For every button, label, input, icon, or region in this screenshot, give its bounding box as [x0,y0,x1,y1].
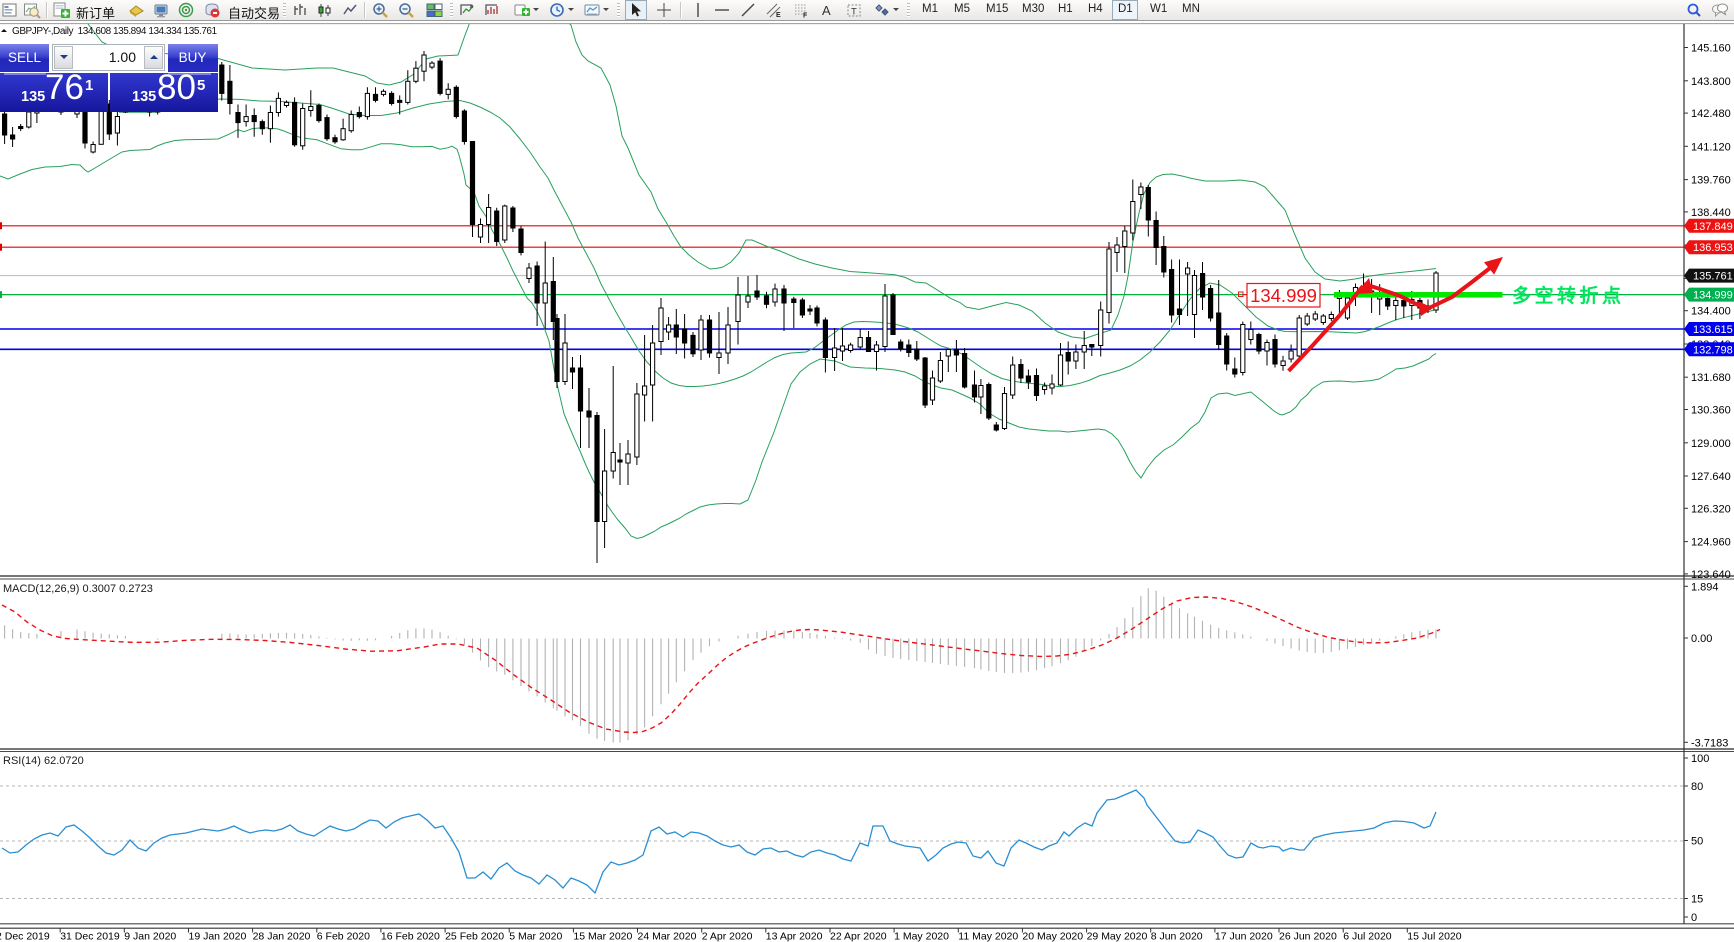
svg-text:6 Feb 2020: 6 Feb 2020 [317,931,370,942]
svg-text:50: 50 [1691,836,1703,848]
svg-text:1 May 2020: 1 May 2020 [894,931,949,942]
svg-text:133.615: 133.615 [1693,324,1733,336]
svg-text:139.760: 139.760 [1691,175,1731,187]
svg-text:13 Apr 2020: 13 Apr 2020 [766,931,823,942]
svg-text:25 Feb 2020: 25 Feb 2020 [445,931,504,942]
svg-text:132.798: 132.798 [1693,344,1733,356]
svg-text:20 May 2020: 20 May 2020 [1022,931,1083,942]
svg-text:-3.7183: -3.7183 [1691,737,1728,749]
svg-text:129.000: 129.000 [1691,438,1731,450]
svg-text:126.320: 126.320 [1691,503,1731,515]
svg-text:6 Jul 2020: 6 Jul 2020 [1343,931,1392,942]
svg-text:138.440: 138.440 [1691,207,1731,219]
svg-text:5 Mar 2020: 5 Mar 2020 [509,931,562,942]
svg-text:145.160: 145.160 [1691,43,1731,55]
svg-text:31 Dec 2019: 31 Dec 2019 [60,931,120,942]
svg-text:15 Jul 2020: 15 Jul 2020 [1407,931,1461,942]
svg-text:16 Feb 2020: 16 Feb 2020 [381,931,440,942]
svg-text:124.960: 124.960 [1691,537,1731,549]
svg-text:MACD(12,26,9) 0.3007 0.2723: MACD(12,26,9) 0.3007 0.2723 [3,583,153,595]
svg-text:135.761: 135.761 [1693,271,1733,283]
svg-text:2 Dec 2019: 2 Dec 2019 [0,931,50,942]
svg-text:142.480: 142.480 [1691,108,1731,120]
svg-text:15 Mar 2020: 15 Mar 2020 [573,931,632,942]
svg-text:143.800: 143.800 [1691,76,1731,88]
svg-text:15: 15 [1691,894,1703,906]
svg-text:123.640: 123.640 [1691,569,1731,581]
svg-text:RSI(14) 62.0720: RSI(14) 62.0720 [3,755,84,767]
svg-text:17 Jun 2020: 17 Jun 2020 [1215,931,1273,942]
svg-text:28 Jan 2020: 28 Jan 2020 [253,931,311,942]
svg-text:22 Apr 2020: 22 Apr 2020 [830,931,887,942]
svg-text:0.00: 0.00 [1691,633,1712,645]
svg-text:19 Jan 2020: 19 Jan 2020 [189,931,247,942]
svg-text:134.400: 134.400 [1691,306,1731,318]
svg-text:1.894: 1.894 [1691,581,1719,593]
svg-text:多空转折点: 多空转折点 [1512,284,1625,307]
svg-text:T: T [851,7,857,18]
svg-text:136.953: 136.953 [1693,242,1733,254]
svg-text:134.999: 134.999 [1250,285,1317,306]
svg-text:11 May 2020: 11 May 2020 [958,931,1018,942]
svg-text:29 May 2020: 29 May 2020 [1087,931,1148,942]
svg-text:F: F [803,13,808,20]
svg-text:0: 0 [1691,912,1697,924]
svg-text:100: 100 [1691,753,1709,765]
svg-text:80: 80 [1691,781,1703,793]
svg-text:24 Mar 2020: 24 Mar 2020 [638,931,697,942]
svg-text:26 Jun 2020: 26 Jun 2020 [1279,931,1337,942]
svg-text:130.360: 130.360 [1691,405,1731,417]
svg-text:127.640: 127.640 [1691,471,1731,483]
svg-text:8 Jun 2020: 8 Jun 2020 [1151,931,1203,942]
svg-text:141.120: 141.120 [1691,141,1731,153]
svg-text:E: E [776,12,781,19]
svg-text:2 Apr 2020: 2 Apr 2020 [702,931,753,942]
svg-text:137.849: 137.849 [1693,221,1733,233]
svg-text:9 Jan 2020: 9 Jan 2020 [124,931,176,942]
svg-text:134.999: 134.999 [1693,290,1733,302]
svg-text:131.680: 131.680 [1691,372,1731,384]
